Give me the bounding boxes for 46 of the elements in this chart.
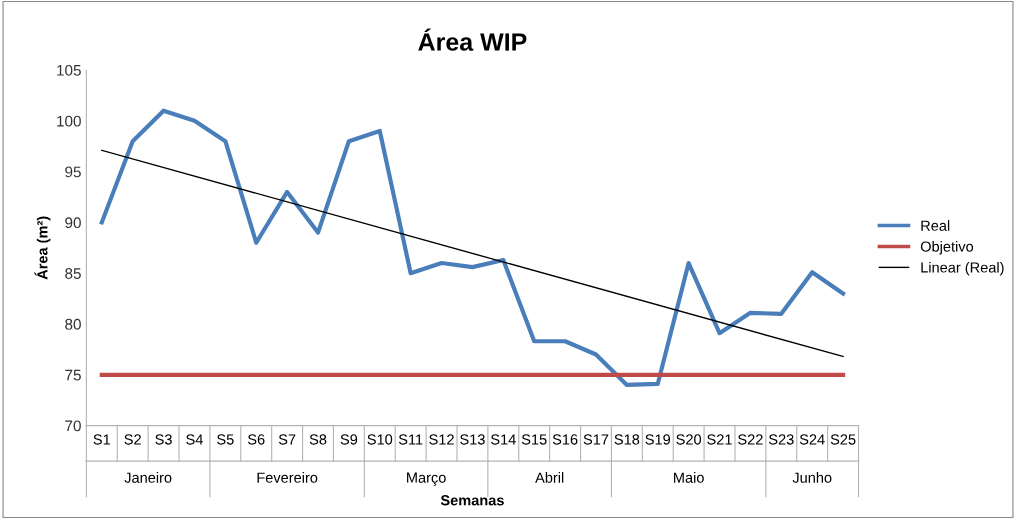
x-tick-label: S7 bbox=[278, 434, 296, 445]
y-tick-label: 75 bbox=[65, 369, 81, 381]
x-tick-label: S20 bbox=[676, 434, 702, 445]
line-series bbox=[99, 108, 846, 388]
x-tick-label: S5 bbox=[217, 434, 234, 445]
x-tick-label: S8 bbox=[309, 434, 327, 445]
x-tick-label: S16 bbox=[552, 434, 578, 445]
y-tick-label: 105 bbox=[57, 64, 81, 76]
x-tick-label: S9 bbox=[340, 434, 358, 445]
x-tick-label: S1 bbox=[93, 434, 111, 445]
y-tick-label: 95 bbox=[65, 166, 81, 178]
x-tick-label: S12 bbox=[429, 434, 454, 445]
x-tick-label: S2 bbox=[124, 434, 141, 445]
x-tick-label: S6 bbox=[247, 434, 265, 445]
y-tick-label: 85 bbox=[65, 268, 81, 279]
x-tick-label: S17 bbox=[583, 434, 609, 445]
x-tick-label: S22 bbox=[738, 434, 763, 445]
x-tick-label: S10 bbox=[367, 434, 393, 445]
x-tick-label: S3 bbox=[155, 434, 172, 445]
x-tick-label: S4 bbox=[186, 434, 203, 445]
legend-label: Real bbox=[921, 220, 950, 231]
legend-label: Linear (Real) bbox=[921, 261, 1004, 276]
x-tick-label: S25 bbox=[830, 434, 856, 445]
x-tick-label: S24 bbox=[799, 434, 825, 445]
y-tick-label: 100 bbox=[57, 115, 81, 127]
y-axis-title: Área (m²) bbox=[34, 216, 51, 280]
x-tick-label: S18 bbox=[614, 434, 640, 445]
y-tick-label: 90 bbox=[65, 217, 81, 229]
x-tick-label: S13 bbox=[460, 434, 485, 445]
legend-label: Objetivo bbox=[920, 241, 974, 255]
text: Janeiro bbox=[124, 472, 172, 483]
y-tick-label: 80 bbox=[65, 318, 81, 330]
x-tick-label: S15 bbox=[521, 434, 547, 445]
text: Abril bbox=[535, 472, 564, 483]
text: Março bbox=[407, 472, 446, 486]
x-tick-label: S14 bbox=[491, 434, 516, 445]
x-tick-label: S21 bbox=[707, 434, 732, 445]
x-tick-label: S23 bbox=[768, 434, 794, 445]
chart-title: Área WIP bbox=[418, 28, 527, 51]
x-tick-label: S19 bbox=[645, 434, 671, 445]
y-tick-label: 70 bbox=[65, 420, 81, 432]
text: Junho bbox=[792, 472, 832, 483]
x-tick-label: S11 bbox=[398, 434, 423, 445]
x-axis-title: Semanas bbox=[440, 495, 504, 506]
text: Maio bbox=[674, 472, 704, 483]
text: Fevereiro bbox=[257, 472, 318, 483]
